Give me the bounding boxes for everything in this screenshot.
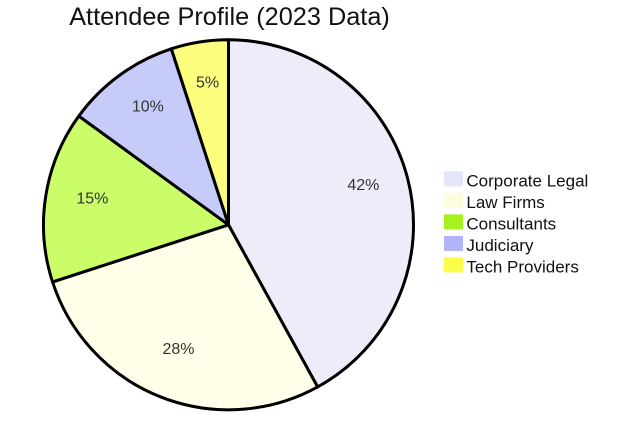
svg-text:15%: 15% (76, 191, 108, 208)
svg-text:Consultants: Consultants (466, 214, 556, 233)
svg-text:10%: 10% (132, 99, 164, 116)
svg-text:Corporate Legal: Corporate Legal (466, 171, 588, 190)
svg-text:5%: 5% (196, 75, 219, 92)
svg-text:28%: 28% (162, 341, 194, 358)
svg-text:Judiciary: Judiciary (466, 236, 534, 255)
svg-text:42%: 42% (347, 177, 379, 194)
svg-text:Attendee Profile (2023 Data): Attendee Profile (2023 Data) (69, 3, 390, 31)
svg-text:Tech Providers: Tech Providers (466, 257, 578, 276)
svg-text:Law Firms: Law Firms (466, 193, 544, 212)
